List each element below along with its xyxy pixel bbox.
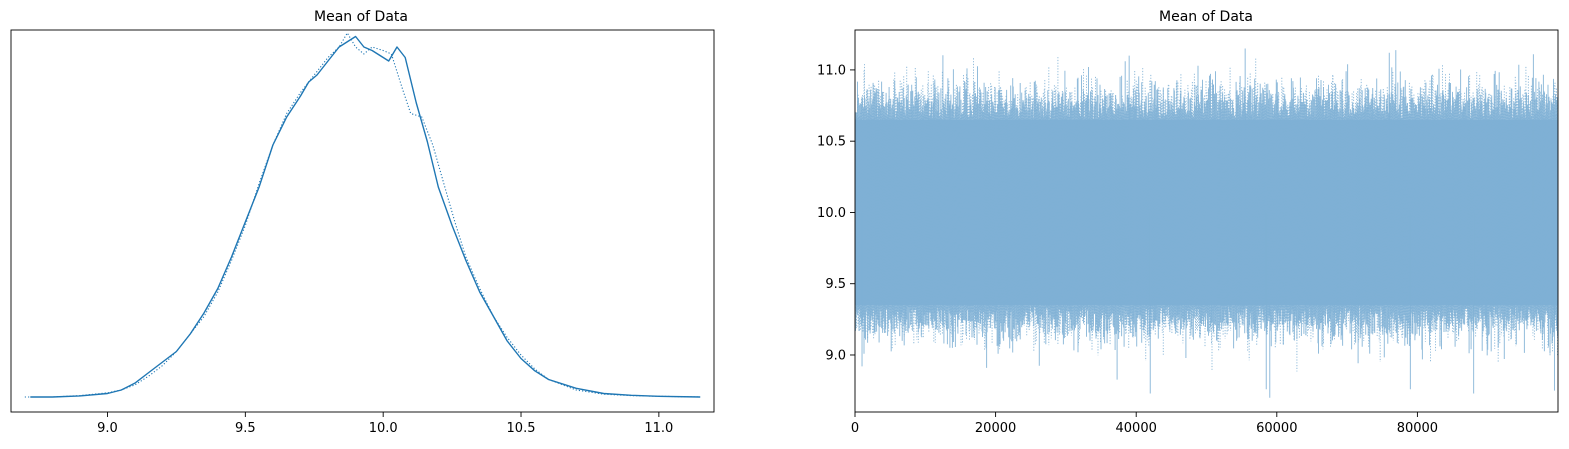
trace-y-tick-label: 10.5 — [817, 135, 846, 150]
density-series-group — [24, 32, 701, 398]
density-x-tick-label: 10.5 — [507, 421, 536, 436]
trace-x-tick-label: 40000 — [1116, 421, 1157, 436]
trace-chart: Mean of Data 0 20000 40000 60000 80000 9.09.… — [817, 9, 1559, 436]
trace-chart-title: Mean of Data — [1159, 9, 1253, 25]
trace-y-tick-label: 9.5 — [825, 277, 846, 292]
density-plot-frame — [10, 29, 715, 413]
trace-x-tick-label: 80000 — [1397, 421, 1438, 436]
trace-series-group — [855, 48, 1558, 398]
density-x-tick-label: 9.5 — [235, 421, 256, 436]
density-chart-title: Mean of Data — [314, 9, 408, 25]
trace-x-tick-label: 0 — [851, 421, 859, 436]
trace-x-axis: 0 20000 40000 60000 80000 — [851, 412, 1438, 436]
density-x-tick-label: 9.0 — [97, 421, 118, 436]
trace-y-tick-label: 9.0 — [825, 348, 846, 363]
trace-y-tick-label: 11.0 — [817, 63, 846, 78]
trace-x-tick-label: 60000 — [1256, 421, 1297, 436]
trace-y-axis: 9.0 9.5 10.0 10.5 11.0 — [817, 63, 855, 363]
trace-plot-frame — [854, 29, 1559, 413]
density-x-tick-label: 10.0 — [369, 421, 398, 436]
density-chart: Mean of Data 9.0 9.5 10.0 10.5 11.0 — [10, 9, 715, 436]
trace-x-tick-label: 20000 — [975, 421, 1016, 436]
trace-y-tick-label: 10.0 — [817, 206, 846, 221]
density-line-solid — [30, 35, 701, 398]
density-x-tick-label: 11.0 — [644, 421, 673, 436]
density-line-dotted — [24, 32, 701, 398]
density-x-axis: 9.0 9.5 10.0 10.5 11.0 — [97, 412, 673, 436]
